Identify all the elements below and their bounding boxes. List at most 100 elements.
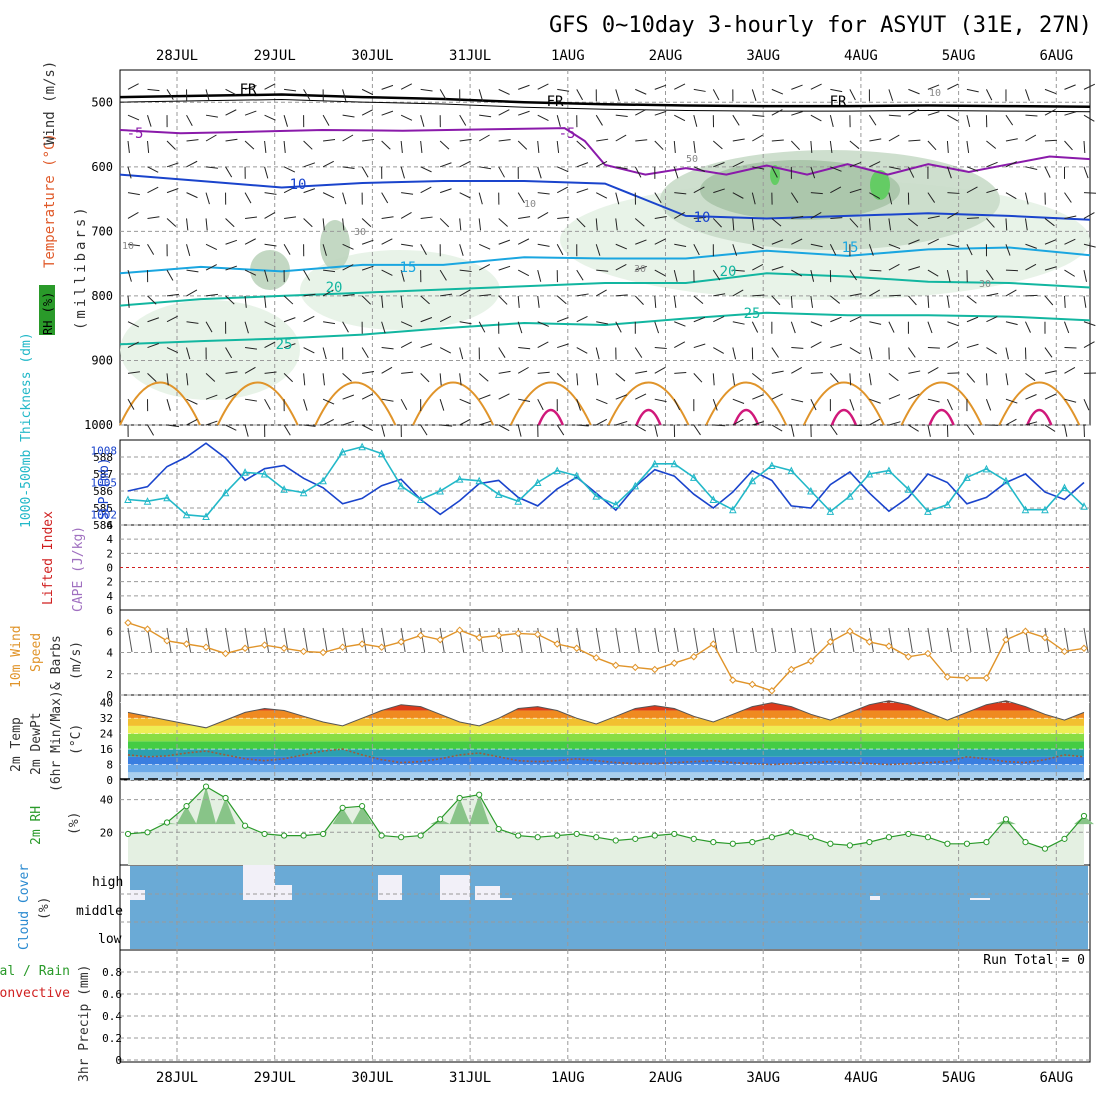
wind-barb (635, 394, 646, 399)
wind-barb (1045, 167, 1050, 178)
contour-label: FR (547, 94, 564, 110)
wind-barb (655, 296, 656, 308)
millibars-axis-label: (millibars) (73, 204, 89, 330)
wind-barb (616, 135, 626, 141)
wind10-speed-point (886, 643, 892, 649)
date-label-top: 4AUG (844, 48, 878, 64)
wind-barb (791, 425, 794, 437)
wind-barb (401, 212, 411, 218)
rh2m-point (125, 831, 130, 836)
wind-barb (811, 342, 822, 348)
wind10-speed-point (301, 648, 307, 654)
rh2m-point (301, 833, 306, 838)
wind-barb (850, 141, 859, 149)
wind-barb (635, 371, 647, 373)
wind-barb (1045, 109, 1056, 115)
wind10-speed-point (632, 664, 638, 670)
wind-barb (1064, 322, 1068, 333)
wind-barb (811, 322, 822, 326)
date-label-bottom: 4AUG (844, 1070, 878, 1086)
rh2m-point (925, 835, 930, 840)
wind-barb (577, 348, 588, 354)
wind10-label-4: (m/s) (69, 641, 84, 680)
wind-barb (986, 399, 990, 410)
wind-barb (128, 193, 140, 195)
date-label-bottom: 2AUG (649, 1070, 683, 1086)
wind-barb (440, 399, 444, 410)
rh2m-point (379, 833, 384, 838)
wind-barb (499, 240, 510, 244)
date-label-bottom: 28JUL (156, 1070, 198, 1086)
wind10-speed-line (128, 623, 1084, 691)
wind-barb (1045, 296, 1053, 305)
temp-band (120, 695, 1090, 703)
slp-axis-label: SLP (mb) (97, 457, 112, 520)
wind-barb (1084, 167, 1088, 178)
wind-barb (947, 373, 959, 374)
wind-barb (655, 111, 666, 115)
wind-barb (226, 139, 238, 141)
wind-barb (518, 141, 527, 149)
wind-barb (811, 373, 823, 374)
wind-barb (850, 89, 856, 100)
temperature-axis-label: Temperature (°C) (42, 133, 58, 268)
wind-barb (1064, 270, 1074, 276)
lifted-tick-label: 2 (106, 547, 113, 560)
rh2m-point (945, 841, 950, 846)
cloud-gap (970, 898, 990, 900)
wind-barb (967, 425, 974, 435)
wind-barb (187, 140, 199, 141)
wind-barb (518, 239, 529, 244)
wind-barb (908, 89, 919, 93)
wind-barb (655, 141, 663, 150)
wind-barb (889, 115, 901, 116)
wind-barb (499, 110, 510, 116)
wind-barb (713, 348, 723, 354)
wind-barb (148, 141, 149, 153)
wind-barb (1025, 322, 1030, 333)
wind-barb (538, 244, 550, 246)
wind-barb (128, 296, 129, 308)
wind-barb (811, 115, 822, 121)
rh2m-point (867, 840, 872, 845)
lifted-ylabels: Lifted Index CAPE (J/kg) (41, 511, 86, 612)
rh2m-point (613, 838, 618, 843)
wind-barb (557, 141, 558, 153)
wind-barb (518, 367, 528, 373)
wind-barb (323, 193, 334, 198)
wind-barb (674, 141, 675, 153)
wind-barb (635, 110, 646, 116)
contour-35c-bump (1027, 410, 1051, 425)
contour-label: 25 (276, 337, 293, 353)
wind-barb (460, 244, 464, 255)
wind-barb (421, 344, 432, 348)
wind-barb (1084, 270, 1087, 282)
cape-axis-label: CAPE (J/kg) (71, 526, 86, 612)
wind-barb (323, 373, 324, 385)
wind-barb (967, 317, 978, 322)
wind-barb (557, 167, 568, 172)
wind-barb (986, 348, 996, 354)
rh2m-point (516, 833, 521, 838)
wind-barb (421, 187, 432, 193)
date-label-bottom: 1AUG (551, 1070, 585, 1086)
wind-barb (616, 421, 627, 425)
cloud-low-label: low (98, 932, 122, 947)
wind-barb (128, 141, 129, 153)
wind-barb (460, 348, 463, 360)
wind-barb (421, 167, 432, 172)
cloud-middle-label: middle (76, 904, 123, 919)
wind-barb (1064, 141, 1072, 150)
wind-barb (284, 167, 295, 172)
wind-barb (850, 317, 861, 322)
wind-barb (850, 348, 860, 354)
wind-barb (1084, 193, 1096, 194)
rh2m-point (555, 833, 560, 838)
rh2m-label-2: (%) (67, 812, 82, 835)
rh2m-point (769, 835, 774, 840)
wind-barb (889, 395, 900, 400)
contour-30c-bump (804, 383, 884, 426)
date-label-top: 30JUL (351, 48, 393, 64)
wind-barb (655, 348, 667, 349)
